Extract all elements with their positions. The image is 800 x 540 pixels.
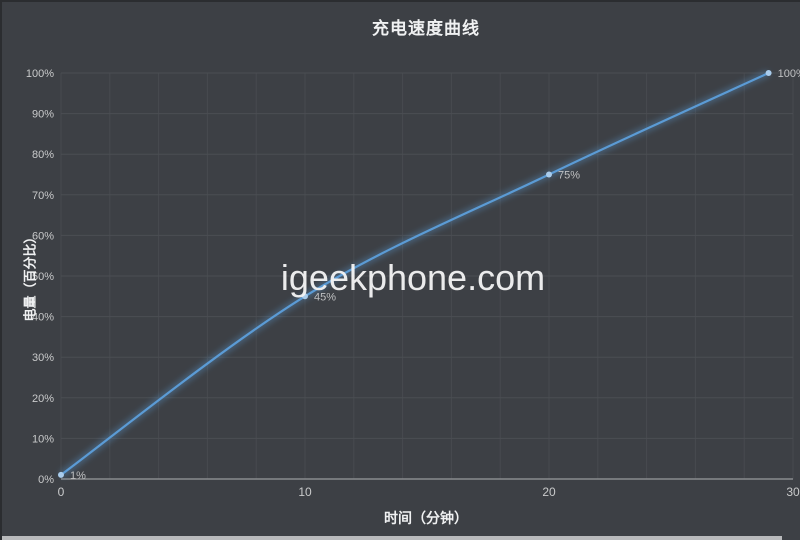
- x-axis-title: 时间（分钟）: [384, 510, 468, 526]
- screenshot-bottom-edge: [2, 536, 782, 540]
- y-tick-label: 40%: [32, 312, 54, 324]
- data-point-marker: [58, 471, 64, 478]
- series-line: [59, 71, 770, 476]
- y-tick-label: 50%: [32, 271, 54, 283]
- data-point-label: 1%: [70, 470, 86, 482]
- data-point-label: 45%: [314, 291, 336, 303]
- y-tick-label: 30%: [32, 352, 54, 364]
- y-tick-label: 80%: [32, 149, 54, 161]
- data-point-label: 75%: [558, 170, 580, 182]
- data-point-marker: [765, 70, 772, 76]
- x-tick-label: 20: [542, 485, 556, 499]
- x-tick-label: 0: [58, 485, 65, 499]
- x-tick-label: 30: [786, 485, 800, 499]
- data-point-marker: [302, 293, 308, 300]
- x-tick-label: 10: [298, 485, 312, 499]
- data-point-label: 100%: [778, 68, 800, 80]
- y-tick-label: 100%: [26, 68, 54, 80]
- y-tick-label: 70%: [32, 190, 54, 202]
- y-tick-label: 60%: [32, 230, 54, 242]
- y-tick-label: 90%: [32, 109, 54, 121]
- data-point-marker: [546, 171, 552, 178]
- watermark-text: igeekphone.com: [280, 257, 546, 298]
- y-tick-label: 10%: [32, 433, 54, 445]
- y-tick-label: 0%: [38, 474, 54, 486]
- chart-title: 充电速度曲线: [372, 19, 480, 38]
- y-tick-label: 20%: [32, 393, 54, 405]
- y-axis-title: 电量（百分比）: [22, 230, 38, 322]
